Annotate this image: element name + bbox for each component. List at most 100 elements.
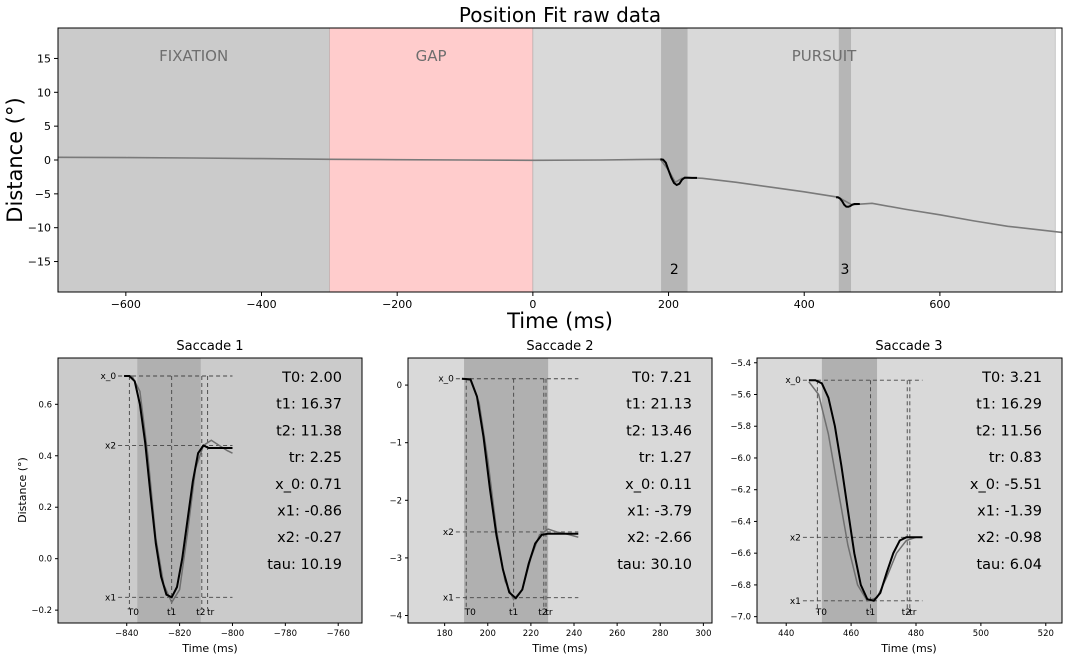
fit-line (836, 196, 860, 208)
fit-parameter-text: T0: 7.21 (631, 370, 692, 386)
marker-label-t1: t1 (866, 608, 875, 618)
marker-label-t1: t1 (167, 608, 176, 618)
marker-label-t1: t1 (509, 608, 518, 618)
plot-background (58, 358, 362, 623)
fit-parameter-text: x_0: 0.71 (275, 477, 342, 493)
fit-line (124, 375, 233, 599)
y-tick-label: −6.8 (730, 581, 751, 591)
fit-parameter-text: x2: -0.27 (277, 530, 342, 546)
x-tick-label: 520 (1038, 629, 1054, 639)
saccade-window-label: 3 (840, 262, 849, 278)
fit-parameter-text: t2: 11.38 (276, 423, 342, 439)
marker-label-x1: x1 (105, 593, 116, 603)
marker-label-x0: x_0 (101, 372, 117, 382)
y-tick-label: 10 (37, 86, 51, 99)
x-tick-label: −760 (327, 629, 350, 639)
subplot-title: Saccade 2 (526, 339, 593, 354)
subplot-x-axis-label: Time (ms) (880, 642, 936, 655)
y-tick-label: 0 (44, 154, 51, 167)
marker-label-x1: x1 (443, 594, 454, 604)
y-tick-label: 0.0 (38, 555, 52, 565)
subplot-title: Saccade 3 (875, 339, 942, 354)
chart-title: Position Fit raw data (459, 3, 661, 27)
y-tick-label: −7.0 (730, 613, 751, 623)
x-tick-label: −840 (115, 629, 138, 639)
x-tick-label: 180 (437, 629, 453, 639)
fit-parameter-text: x2: -2.66 (627, 530, 692, 546)
fit-line (808, 379, 923, 602)
marker-label-x2: x2 (790, 533, 801, 543)
fit-parameter-text: tr: 1.27 (639, 450, 692, 466)
plot-content (757, 358, 1062, 623)
marker-label-t2: t2 (902, 608, 911, 618)
marker-label-tr: tr (545, 608, 553, 618)
plot-frame (407, 357, 713, 624)
marker-label-tr: tr (909, 608, 917, 618)
y-tick-label: −10 (28, 222, 51, 235)
x-tick-label: 600 (929, 298, 950, 311)
fit-parameter-text: t2: 11.56 (976, 423, 1042, 439)
subplot-x-axis-label: Time (ms) (181, 642, 237, 655)
marker-label-x0: x_0 (438, 375, 454, 385)
fit-parameter-text: tr: 0.83 (989, 450, 1042, 466)
x-tick-label: −200 (382, 298, 412, 311)
x-tick-label: 280 (652, 629, 668, 639)
saccade-window-label: 2 (670, 262, 679, 278)
saccade-1-subplot: Saccade 1 Distance (°) Time (ms) x_0 x2 x1… (16, 339, 363, 655)
y-tick-label: −5.4 (730, 359, 751, 369)
y-tick-label: 0.4 (38, 452, 52, 462)
y-tick-label: 0.6 (38, 400, 52, 410)
marker-label-t0: T0 (464, 608, 476, 618)
subplot-plot-area: x_0 x2 x1 T0 t1 t2 tr T0: 2.00 t1: 16.37 t2: 11.3… (31, 357, 363, 639)
x-tick-label: 400 (794, 298, 815, 311)
x-tick-label: 220 (523, 629, 539, 639)
fit-parameter-text: tau: 10.19 (267, 557, 342, 573)
main-plot-area: FIXATION GAP PURSUIT 2 3 −600 −400 −200 0 200 400 6… (28, 27, 1063, 311)
marker-label-tr: tr (207, 608, 215, 618)
fit-parameter-text: T0: 2.00 (281, 370, 342, 386)
fit-parameter-text: T0: 3.21 (981, 370, 1042, 386)
saccade-window (821, 358, 878, 623)
x-tick-label: 440 (778, 629, 794, 639)
plot-frame (756, 357, 1063, 624)
x-tick-label: 260 (609, 629, 625, 639)
x-tick-label: 500 (973, 629, 989, 639)
fit-parameter-text: t2: 13.46 (626, 423, 692, 439)
saccade-window (838, 28, 852, 292)
subplot-y-axis-label: Distance (°) (16, 457, 29, 523)
x-tick-label: −400 (246, 298, 276, 311)
fit-parameter-text: x_0: 0.11 (625, 477, 692, 493)
fit-parameter-text: x2: -0.98 (977, 530, 1042, 546)
marker-label-t0: T0 (815, 608, 827, 618)
saccade-window (661, 28, 688, 292)
y-tick-label: −15 (28, 256, 51, 269)
fit-parameter-text: tau: 6.04 (976, 557, 1042, 573)
marker-label-x2: x2 (105, 441, 116, 451)
marker-label-x2: x2 (443, 528, 454, 538)
marker-label-t2: t2 (196, 608, 205, 618)
y-tick-label: 15 (37, 52, 51, 65)
subplot-x-axis-label: Time (ms) (531, 642, 587, 655)
plot-frame (57, 357, 363, 624)
y-tick-label: −6.6 (730, 549, 751, 559)
marker-label-t2: t2 (538, 608, 547, 618)
y-tick-label: 0 (397, 381, 402, 391)
fit-line (461, 377, 579, 600)
phase-label: PURSUIT (792, 47, 857, 65)
fit-parameter-text: tr: 2.25 (289, 450, 342, 466)
fit-parameter-text: x1: -1.39 (977, 504, 1042, 520)
y-axis-label: Distance (°) (3, 97, 27, 222)
x-tick-label: 240 (566, 629, 582, 639)
plot-background (408, 358, 712, 623)
marker-label-t0: T0 (127, 608, 139, 618)
subplot-title: Saccade 1 (176, 339, 243, 354)
fit-line (660, 158, 697, 187)
fit-parameter-text: x1: -0.86 (277, 504, 342, 520)
fit-parameter-text: x_0: -5.51 (970, 477, 1042, 493)
x-tick-label: 300 (695, 629, 711, 639)
